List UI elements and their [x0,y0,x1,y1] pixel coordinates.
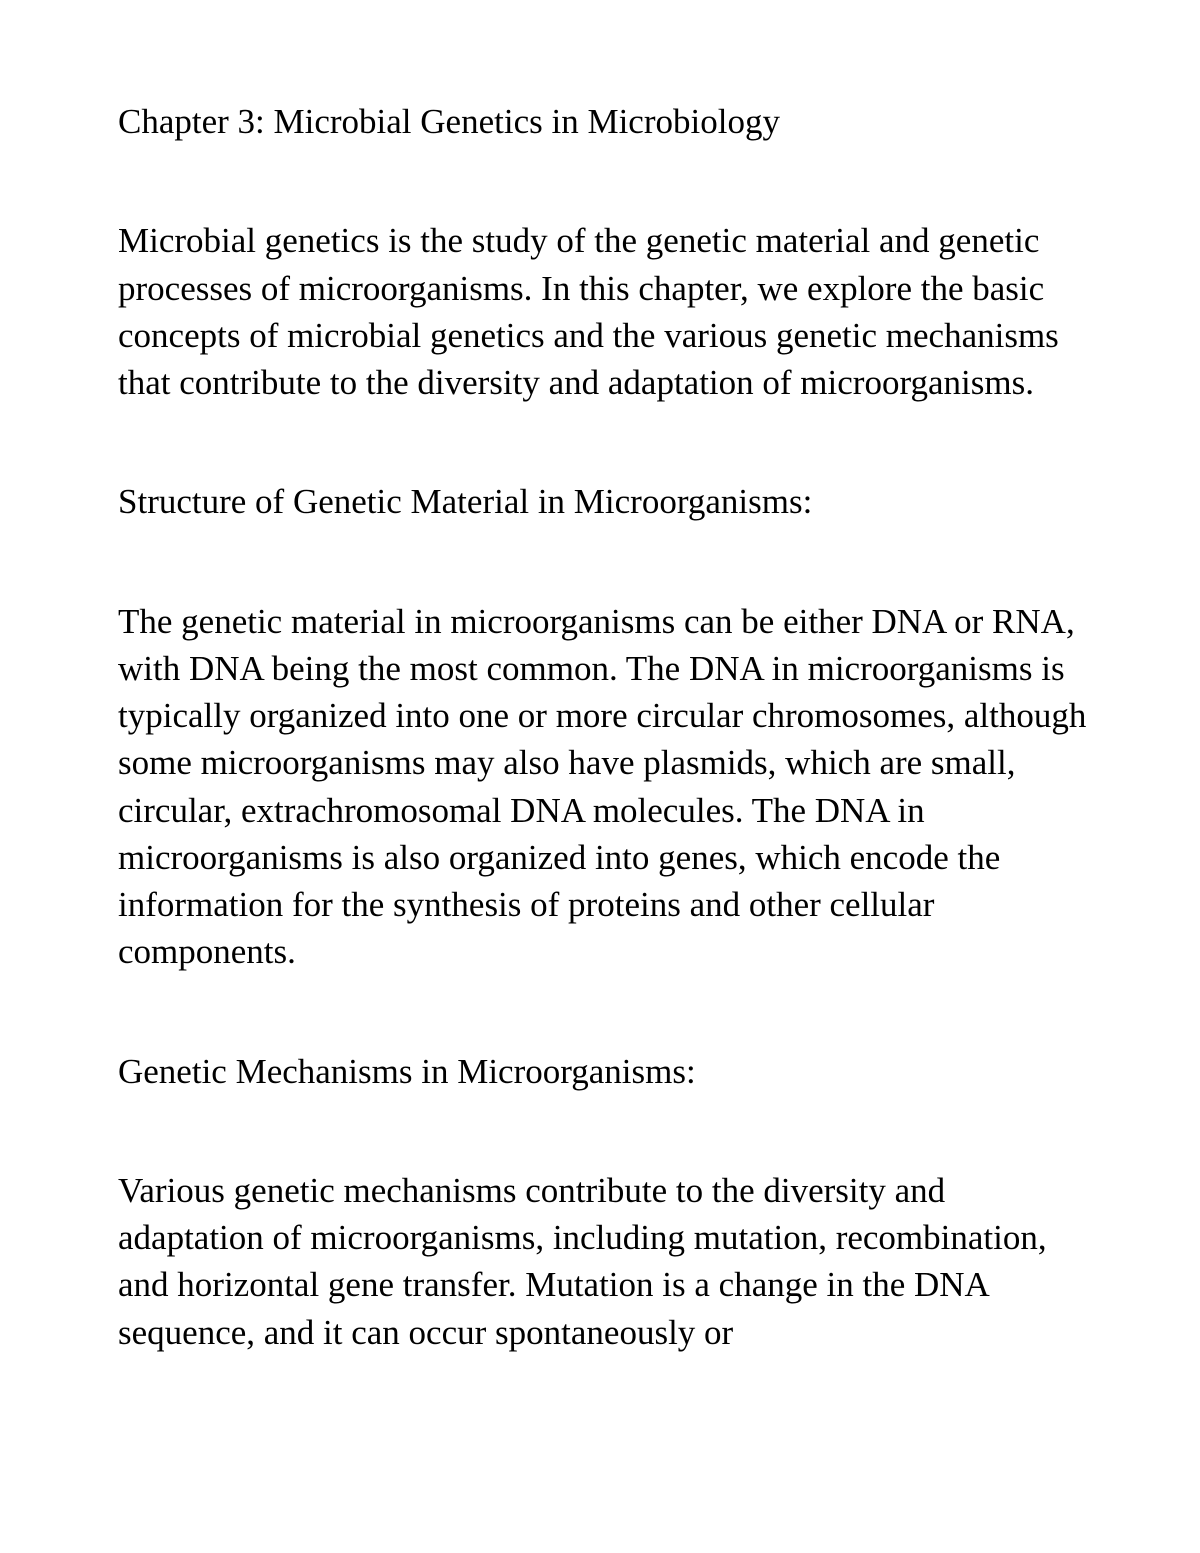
document-page: Chapter 3: Microbial Genetics in Microbi… [118,98,1092,1356]
chapter-title: Chapter 3: Microbial Genetics in Microbi… [118,98,1092,145]
structure-body-paragraph: The genetic material in microorganisms c… [118,598,1092,976]
mechanisms-body-paragraph: Various genetic mechanisms contribute to… [118,1167,1092,1356]
intro-paragraph: Microbial genetics is the study of the g… [118,217,1092,406]
structure-section-heading: Structure of Genetic Material in Microor… [118,478,1092,525]
mechanisms-section-heading: Genetic Mechanisms in Microorganisms: [118,1048,1092,1095]
